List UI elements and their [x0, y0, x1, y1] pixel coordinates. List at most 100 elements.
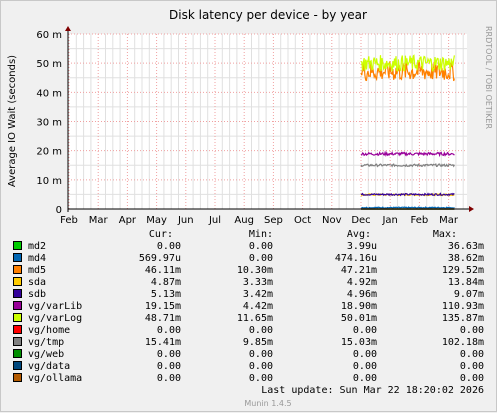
legend-header-avg: Avg:: [347, 229, 371, 240]
legend-name-vg-ollama: vg/ollama: [28, 373, 82, 384]
legend-name-md2: md2: [28, 241, 46, 252]
y-tick-label: 40 m: [36, 88, 62, 99]
legend-header-max: Max:: [433, 229, 457, 240]
x-tick-label: Oct: [294, 215, 311, 226]
legend-cur-vg-varLog: 48.71m: [145, 313, 181, 324]
legend-name-sdb: sdb: [28, 289, 46, 300]
legend-min-sdb: 3.42m: [243, 289, 273, 300]
legend-avg-vg-home: 0.00: [353, 325, 377, 336]
x-tick-label: Mar: [439, 215, 459, 226]
legend-header-cur: Cur:: [149, 229, 173, 240]
legend-max-vg-tmp: 102.18m: [442, 337, 484, 348]
footer-version: Munin 1.4.5: [244, 399, 291, 408]
x-tick-label: Jan: [381, 215, 397, 226]
legend-max-md2: 36.63m: [448, 241, 484, 252]
legend-avg-vg-varLib: 18.90m: [341, 301, 377, 312]
x-tick-label: Feb: [411, 215, 429, 226]
x-tick-label: May: [146, 215, 167, 226]
legend-swatch-vg-web: [13, 349, 22, 358]
legend-avg-vg-varLog: 50.01m: [341, 313, 377, 324]
y-axis-arrow: [65, 26, 71, 31]
x-tick-label: Dec: [351, 215, 370, 226]
x-tick-label: Apr: [119, 215, 137, 226]
legend-swatch-sda: [13, 277, 22, 286]
legend-min-md4: 0.00: [249, 253, 273, 264]
legend-swatch-vg-data: [13, 361, 22, 370]
y-axis-label: Average IO Wait (seconds): [7, 55, 18, 187]
legend-avg-sda: 4.92m: [347, 277, 377, 288]
legend-cur-md4: 569.97u: [139, 253, 181, 264]
y-tick-label: 10 m: [36, 176, 62, 187]
y-tick-label: 30 m: [36, 118, 62, 129]
legend-avg-vg-data: 0.00: [353, 361, 377, 372]
legend-cur-vg-tmp: 15.41m: [145, 337, 181, 348]
legend-header-min: Min:: [249, 229, 273, 240]
legend-min-sda: 3.33m: [243, 277, 273, 288]
x-tick-label: Jul: [208, 215, 221, 226]
legend-avg-vg-tmp: 15.03m: [341, 337, 377, 348]
legend-cur-vg-ollama: 0.00: [157, 373, 181, 384]
x-tick-labels: Feb Mar Apr May Jun Jul Aug Sep Oct Nov Dec Jan Feb M…: [60, 215, 459, 226]
legend-min-vg-varLib: 4.42m: [243, 301, 273, 312]
series-line-vg-varLog: [360, 54, 455, 73]
legend-swatch-vg-varLog: [13, 313, 22, 322]
legend-avg-md2: 3.99u: [347, 241, 377, 252]
legend-name-vg-data: vg/data: [28, 361, 70, 372]
series-line-vg-varLib: [361, 150, 455, 158]
legend-min-md5: 10.30m: [237, 265, 273, 276]
series-line-sdb: [361, 192, 455, 197]
legend-swatch-vg-varLib: [13, 301, 22, 310]
x-tick-label: Mar: [89, 215, 109, 226]
legend-min-vg-ollama: 0.00: [249, 373, 273, 384]
legend-max-vg-varLib: 110.93m: [442, 301, 484, 312]
x-tick-label: Jun: [177, 215, 194, 226]
legend-max-md5: 129.52m: [442, 265, 484, 276]
legend-swatch-sdb: [13, 289, 22, 298]
legend-name-vg-tmp: vg/tmp: [28, 337, 64, 348]
axes: [65, 26, 474, 212]
legend-max-sda: 13.84m: [448, 277, 484, 288]
legend-max-vg-varLog: 135.87m: [442, 313, 484, 324]
series-line-md4: [360, 206, 455, 210]
legend-name-vg-web: vg/web: [28, 349, 64, 360]
y-tick-label: 50 m: [36, 59, 62, 70]
legend-min-vg-varLog: 11.65m: [237, 313, 273, 324]
x-axis-arrow: [469, 206, 474, 212]
legend-avg-vg-ollama: 0.00: [353, 373, 377, 384]
legend-min-md2: 0.00: [249, 241, 273, 252]
x-tick-label: Aug: [234, 215, 254, 226]
legend-cur-sda: 4.87m: [151, 277, 181, 288]
y-tick-label: 60 m: [36, 30, 62, 41]
legend-swatch-md4: [13, 253, 22, 262]
legend-swatch-md5: [13, 265, 22, 274]
x-tick-label: Nov: [322, 215, 342, 226]
legend-cur-sdb: 5.13m: [151, 289, 181, 300]
legend-cur-vg-data: 0.00: [157, 361, 181, 372]
legend-avg-md5: 47.21m: [341, 265, 377, 276]
y-tick-label: 20 m: [36, 147, 62, 158]
legend-swatch-vg-home: [13, 325, 22, 334]
legend-cur-md5: 46.11m: [145, 265, 181, 276]
x-tick-label: Feb: [60, 215, 78, 226]
chart-title: Disk latency per device - by year: [169, 8, 367, 22]
legend-min-vg-home: 0.00: [249, 325, 273, 336]
legend-cur-vg-home: 0.00: [157, 325, 181, 336]
series-line-vg-tmp: [360, 163, 455, 168]
legend-max-sdb: 9.07m: [454, 289, 484, 300]
x-tick-label: Sep: [264, 215, 283, 226]
y-tick-labels: 0 10 m 20 m 30 m 40 m 50 m 60 m: [36, 30, 62, 216]
legend: Cur: Min: Avg: Max: md2 0.00 0.00 3.99u 36.6…: [13, 229, 484, 384]
legend-avg-md4: 474.16u: [335, 253, 377, 264]
y-tick-label: 0: [56, 205, 62, 216]
legend-max-vg-data: 0.00: [460, 361, 484, 372]
legend-min-vg-tmp: 9.85m: [243, 337, 273, 348]
legend-name-vg-varLib: vg/varLib: [28, 301, 82, 312]
legend-max-vg-ollama: 0.00: [460, 373, 484, 384]
last-update: Last update: Sun Mar 22 18:20:02 2026: [261, 385, 484, 396]
legend-cur-vg-web: 0.00: [157, 349, 181, 360]
legend-name-vg-home: vg/home: [28, 325, 70, 336]
legend-max-md4: 38.62m: [448, 253, 484, 264]
legend-avg-vg-web: 0.00: [353, 349, 377, 360]
